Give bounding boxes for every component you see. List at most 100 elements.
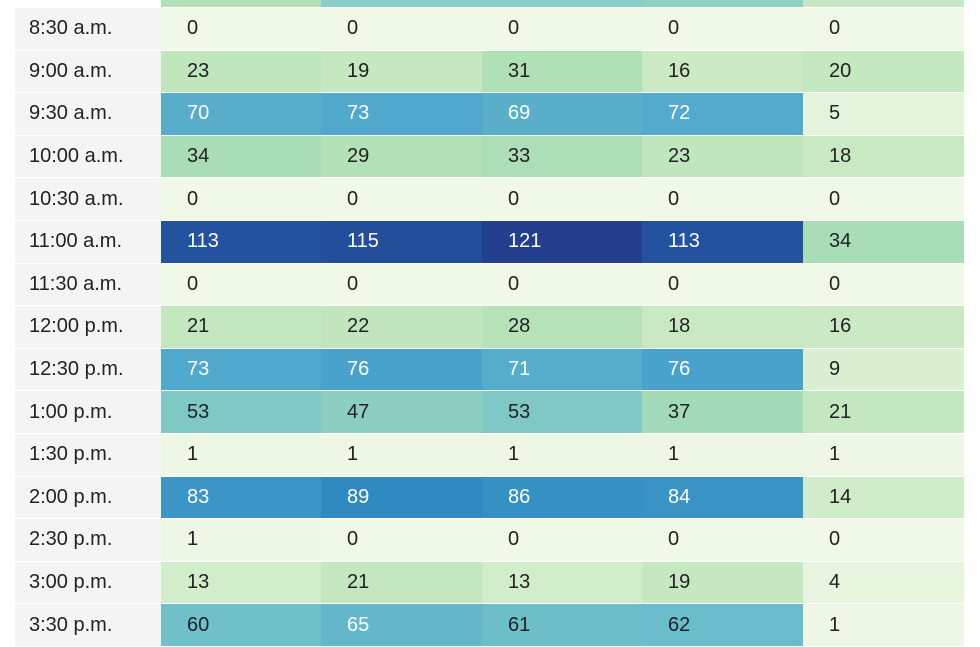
heatmap-cell: 0 <box>482 8 643 50</box>
partial-top-cell <box>642 0 803 7</box>
heatmap-cell: 16 <box>803 306 964 348</box>
heatmap-row: 1:30 p.m. 1 1 1 1 1 <box>15 434 965 477</box>
partial-top-cell <box>482 0 643 7</box>
heatmap-cell: 73 <box>161 348 322 391</box>
row-label: 2:00 p.m. <box>15 476 161 519</box>
heatmap-row: 3:30 p.m. 60 65 61 62 1 <box>15 604 965 647</box>
row-label: 1:30 p.m. <box>15 434 161 476</box>
heatmap-row: 3:00 p.m. 13 21 13 19 4 <box>15 561 965 605</box>
heatmap-cell: 13 <box>482 561 643 604</box>
heatmap-cell: 0 <box>642 263 803 306</box>
heatmap-cell: 62 <box>642 604 803 646</box>
row-label: 9:30 a.m. <box>15 93 161 135</box>
heatmap-cell: 14 <box>803 476 964 519</box>
heatmap-cell: 18 <box>642 306 803 348</box>
heatmap-row: 12:00 p.m. 21 22 28 18 16 <box>15 306 965 349</box>
heatmap-cell: 0 <box>803 8 964 50</box>
row-label: 8:30 a.m. <box>15 8 161 50</box>
row-label: 11:30 a.m. <box>15 263 161 306</box>
heatmap-cell: 113 <box>642 221 803 263</box>
heatmap-cell: 89 <box>321 476 482 519</box>
row-label: 2:30 p.m. <box>15 519 161 561</box>
heatmap-cell: 4 <box>803 561 964 604</box>
heatmap-cell: 22 <box>321 306 482 348</box>
heatmap-cell: 0 <box>642 8 803 50</box>
heatmap-cell: 29 <box>321 135 482 178</box>
heatmap-row: 10:00 a.m. 34 29 33 23 18 <box>15 135 965 179</box>
heatmap-cell: 0 <box>321 178 482 220</box>
heatmap-cell: 53 <box>161 391 322 433</box>
heatmap-cell: 0 <box>642 519 803 561</box>
partial-top-cell <box>161 0 322 7</box>
heatmap-row: 2:00 p.m. 83 89 86 84 14 <box>15 476 965 520</box>
heatmap-cell: 34 <box>161 135 322 178</box>
heatmap-cell: 0 <box>482 178 643 220</box>
heatmap-cell: 18 <box>803 135 964 178</box>
heatmap-cell: 121 <box>482 221 643 263</box>
heatmap-cell: 16 <box>642 50 803 93</box>
heatmap-cell: 72 <box>642 93 803 135</box>
row-label: 12:00 p.m. <box>15 306 161 348</box>
heatmap-cell: 31 <box>482 50 643 93</box>
heatmap-cell: 83 <box>161 476 322 519</box>
heatmap-cell: 86 <box>482 476 643 519</box>
heatmap-cell: 76 <box>321 348 482 391</box>
heatmap-cell: 61 <box>482 604 643 646</box>
heatmap-cell: 0 <box>803 178 964 220</box>
heatmap-row: 1:00 p.m. 53 47 53 37 21 <box>15 391 965 434</box>
heatmap-cell: 19 <box>321 50 482 93</box>
row-label: 3:00 p.m. <box>15 561 161 604</box>
row-label: 10:30 a.m. <box>15 178 161 220</box>
heatmap-cell: 0 <box>161 8 322 50</box>
partial-top-cell <box>803 0 964 7</box>
heatmap-cell: 115 <box>321 221 482 263</box>
heatmap-cell: 34 <box>803 221 964 263</box>
heatmap-cell: 20 <box>803 50 964 93</box>
heatmap-cell: 1 <box>803 434 964 476</box>
heatmap-cell: 0 <box>803 263 964 306</box>
heatmap-cell: 19 <box>642 561 803 604</box>
row-label: 1:00 p.m. <box>15 391 161 433</box>
partial-top-cell <box>321 0 482 7</box>
heatmap-cell: 1 <box>803 604 964 646</box>
heatmap-row: 11:00 a.m. 113 115 121 113 34 <box>15 221 965 264</box>
heatmap-cell: 1 <box>321 434 482 476</box>
heatmap-cell: 33 <box>482 135 643 178</box>
heatmap-cell: 60 <box>161 604 322 646</box>
heatmap-cell: 21 <box>161 306 322 348</box>
heatmap-cell: 84 <box>642 476 803 519</box>
heatmap-row: 9:30 a.m. 70 73 69 72 5 <box>15 93 965 136</box>
heatmap-cell: 13 <box>161 561 322 604</box>
heatmap-cell: 0 <box>321 8 482 50</box>
heatmap-cell: 1 <box>161 519 322 561</box>
heatmap-row: 9:00 a.m. 23 19 31 16 20 <box>15 50 965 94</box>
heatmap-row: 10:30 a.m. 0 0 0 0 0 <box>15 178 965 221</box>
row-label: 11:00 a.m. <box>15 221 161 263</box>
heatmap-cell: 0 <box>803 519 964 561</box>
heatmap-cell: 1 <box>161 434 322 476</box>
heatmap-cell: 1 <box>482 434 643 476</box>
heatmap-cell: 73 <box>321 93 482 135</box>
heatmap-cell: 0 <box>161 263 322 306</box>
heatmap-cell: 23 <box>642 135 803 178</box>
heatmap-cell: 47 <box>321 391 482 433</box>
heatmap-cell: 0 <box>161 178 322 220</box>
heatmap-row: 12:30 p.m. 73 76 71 76 9 <box>15 348 965 392</box>
row-label: 10:00 a.m. <box>15 135 161 178</box>
heatmap-cell: 23 <box>161 50 322 93</box>
heatmap-cell: 53 <box>482 391 643 433</box>
heatmap-cell: 69 <box>482 93 643 135</box>
heatmap-row: 2:30 p.m. 1 0 0 0 0 <box>15 519 965 562</box>
heatmap-cell: 21 <box>321 561 482 604</box>
heatmap-cell: 0 <box>482 519 643 561</box>
heatmap-cell: 1 <box>642 434 803 476</box>
heatmap-cell: 21 <box>803 391 964 433</box>
heatmap-cell: 113 <box>161 221 322 263</box>
heatmap-cell: 0 <box>482 263 643 306</box>
heatmap-row: 11:30 a.m. 0 0 0 0 0 <box>15 263 965 307</box>
row-label: 3:30 p.m. <box>15 604 161 646</box>
heatmap-cell: 70 <box>161 93 322 135</box>
heatmap-cell: 5 <box>803 93 964 135</box>
heatmap-row: 8:30 a.m. 0 0 0 0 0 <box>15 8 965 51</box>
